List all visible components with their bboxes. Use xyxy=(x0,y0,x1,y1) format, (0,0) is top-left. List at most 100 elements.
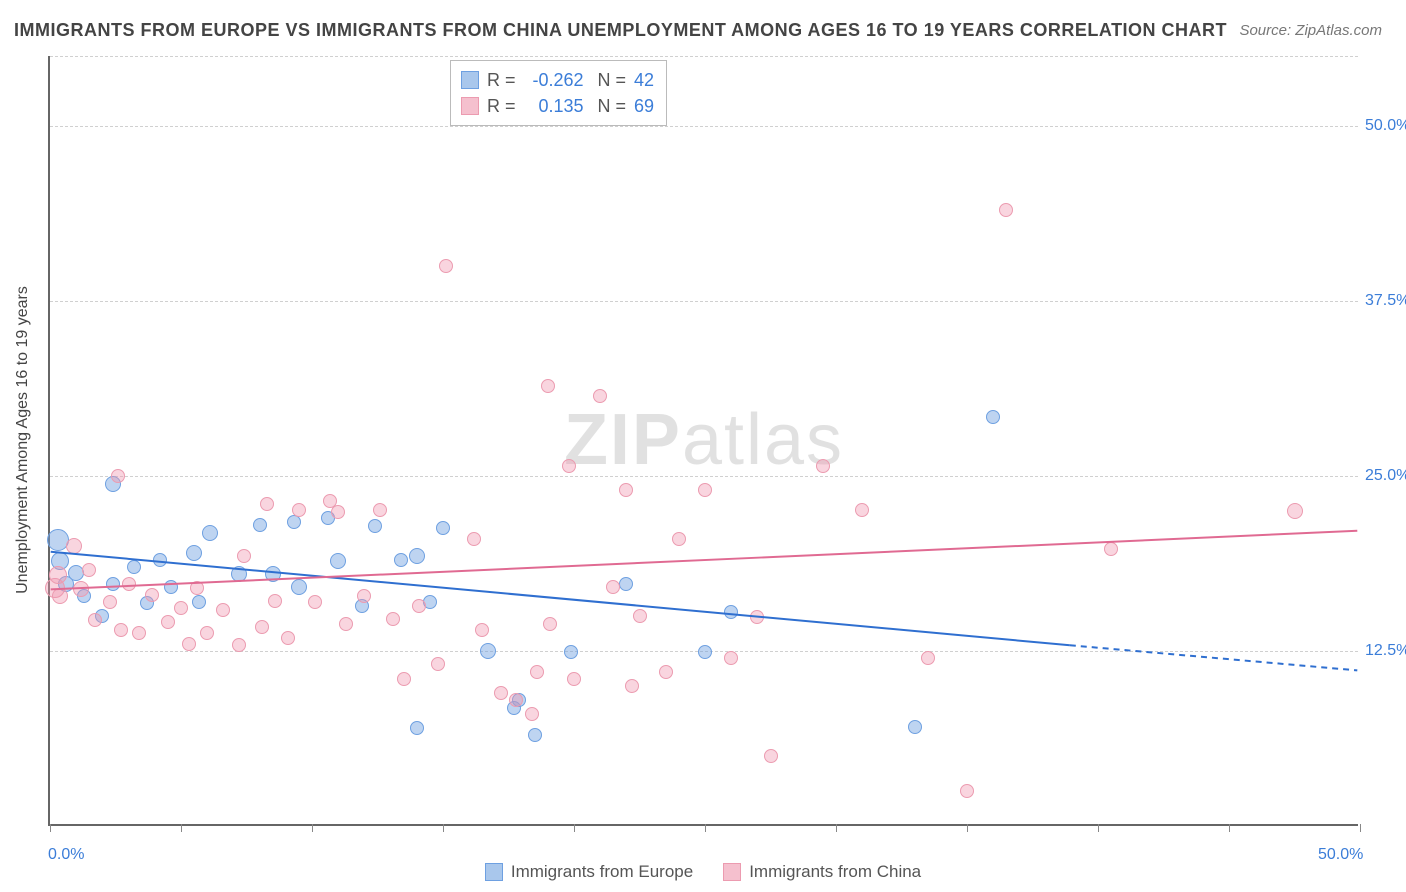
point-europe xyxy=(368,519,382,533)
point-china xyxy=(625,679,639,693)
point-china xyxy=(200,626,214,640)
point-europe xyxy=(394,553,408,567)
point-china xyxy=(103,595,117,609)
point-china xyxy=(855,503,869,517)
point-europe xyxy=(410,721,424,735)
point-china xyxy=(412,599,426,613)
point-china xyxy=(292,503,306,517)
point-europe xyxy=(106,577,120,591)
point-europe xyxy=(480,643,496,659)
point-china xyxy=(190,581,204,595)
point-china xyxy=(66,538,82,554)
point-china xyxy=(593,389,607,403)
legend-label-china: Immigrants from China xyxy=(749,862,921,882)
point-europe xyxy=(202,525,218,541)
gridline xyxy=(50,56,1358,57)
x-tick xyxy=(1229,824,1230,832)
source-attribution: Source: ZipAtlas.com xyxy=(1239,22,1382,39)
point-china xyxy=(764,749,778,763)
point-china xyxy=(999,203,1013,217)
stat-r-value-europe: -0.262 xyxy=(524,67,584,93)
point-china xyxy=(698,483,712,497)
point-china xyxy=(541,379,555,393)
point-china xyxy=(331,505,345,519)
point-europe xyxy=(291,579,307,595)
point-china xyxy=(960,784,974,798)
gridline xyxy=(50,126,1358,127)
stat-n-label: N = xyxy=(598,67,627,93)
legend-swatch-europe-icon xyxy=(485,863,503,881)
y-axis-label: Unemployment Among Ages 16 to 19 years xyxy=(14,286,32,594)
legend-item-europe: Immigrants from Europe xyxy=(485,862,693,882)
point-china xyxy=(308,595,322,609)
point-china xyxy=(921,651,935,665)
point-china xyxy=(182,637,196,651)
stat-row-china: R = 0.135 N = 69 xyxy=(461,93,654,119)
plot-area: ZIPatlas 12.5%25.0%37.5%50.0% xyxy=(48,56,1358,826)
point-china xyxy=(619,483,633,497)
y-tick-label: 25.0% xyxy=(1365,467,1406,485)
point-china xyxy=(52,588,68,604)
point-china xyxy=(633,609,647,623)
x-tick xyxy=(1360,824,1361,832)
point-china xyxy=(386,612,400,626)
y-tick-label: 50.0% xyxy=(1365,117,1406,135)
stat-r-label: R = xyxy=(487,93,516,119)
point-china xyxy=(357,589,371,603)
point-china xyxy=(509,693,523,707)
x-tick xyxy=(574,824,575,832)
point-china xyxy=(397,672,411,686)
x-tick xyxy=(443,824,444,832)
point-europe xyxy=(724,605,738,619)
point-europe xyxy=(253,518,267,532)
point-china xyxy=(339,617,353,631)
point-europe xyxy=(164,580,178,594)
point-china xyxy=(174,601,188,615)
x-tick xyxy=(312,824,313,832)
x-tick xyxy=(1098,824,1099,832)
point-china xyxy=(73,581,89,597)
point-europe xyxy=(186,545,202,561)
swatch-china-icon xyxy=(461,97,479,115)
point-china xyxy=(260,497,274,511)
legend-swatch-china-icon xyxy=(723,863,741,881)
legend-label-europe: Immigrants from Europe xyxy=(511,862,693,882)
watermark: ZIPatlas xyxy=(564,399,844,481)
x-tick xyxy=(181,824,182,832)
point-china xyxy=(88,613,102,627)
point-europe xyxy=(127,560,141,574)
point-china xyxy=(281,631,295,645)
point-china xyxy=(659,665,673,679)
point-china xyxy=(114,623,128,637)
point-europe xyxy=(330,553,346,569)
gridline xyxy=(50,301,1358,302)
point-china xyxy=(161,615,175,629)
stat-row-europe: R = -0.262 N = 42 xyxy=(461,67,654,93)
chart-title: IMMIGRANTS FROM EUROPE VS IMMIGRANTS FRO… xyxy=(14,20,1227,41)
point-china xyxy=(373,503,387,517)
point-china xyxy=(672,532,686,546)
stat-r-label: R = xyxy=(487,67,516,93)
y-tick-label: 12.5% xyxy=(1365,642,1406,660)
legend-item-china: Immigrants from China xyxy=(723,862,921,882)
point-europe xyxy=(192,595,206,609)
point-china xyxy=(439,259,453,273)
x-tick xyxy=(50,824,51,832)
x-tick xyxy=(836,824,837,832)
gridline xyxy=(50,476,1358,477)
point-europe xyxy=(287,515,301,529)
point-china xyxy=(232,638,246,652)
point-china xyxy=(467,532,481,546)
point-china xyxy=(145,588,159,602)
point-china xyxy=(255,620,269,634)
point-china xyxy=(525,707,539,721)
point-china xyxy=(1104,542,1118,556)
point-china xyxy=(1287,503,1303,519)
point-china xyxy=(431,657,445,671)
point-china xyxy=(494,686,508,700)
swatch-europe-icon xyxy=(461,71,479,89)
point-europe xyxy=(231,566,247,582)
bottom-legend: Immigrants from Europe Immigrants from C… xyxy=(0,862,1406,882)
point-china xyxy=(82,563,96,577)
point-europe xyxy=(528,728,542,742)
